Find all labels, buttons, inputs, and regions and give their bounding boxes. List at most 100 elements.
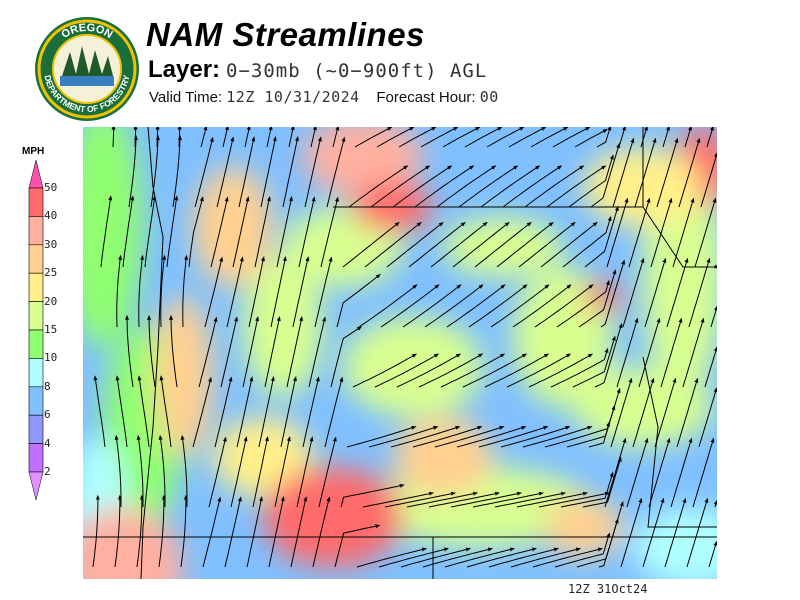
legend-tick-label: 20 bbox=[44, 294, 58, 308]
streamline bbox=[418, 353, 484, 388]
streamline bbox=[626, 437, 649, 508]
streamline bbox=[654, 377, 677, 448]
legend-swatch bbox=[28, 358, 44, 388]
streamline bbox=[642, 497, 665, 568]
streamline bbox=[122, 195, 135, 268]
streamline bbox=[288, 127, 295, 148]
streamline bbox=[618, 127, 626, 148]
streamline bbox=[554, 532, 611, 568]
streamline bbox=[422, 547, 494, 568]
streamline bbox=[600, 259, 626, 328]
legend-swatch bbox=[28, 329, 44, 359]
streamline bbox=[530, 127, 569, 148]
wind-speed-area bbox=[83, 127, 143, 347]
streamline bbox=[125, 314, 134, 388]
streamline bbox=[296, 436, 314, 508]
streamline bbox=[169, 314, 178, 388]
streamline bbox=[496, 221, 554, 268]
streamline bbox=[670, 437, 693, 508]
streamline bbox=[292, 256, 310, 328]
streamline bbox=[534, 284, 594, 328]
streamline bbox=[412, 425, 483, 448]
streamline bbox=[424, 284, 484, 328]
streamline bbox=[258, 376, 275, 448]
streamline bbox=[414, 165, 475, 208]
streamline bbox=[450, 491, 523, 508]
legend-swatch bbox=[28, 301, 44, 331]
streamline bbox=[628, 197, 651, 268]
legend-tick-label: 25 bbox=[44, 266, 58, 280]
streamline bbox=[562, 215, 612, 268]
streamline bbox=[584, 205, 619, 268]
streamline bbox=[270, 256, 287, 328]
streamline bbox=[180, 494, 188, 568]
wind-speed-area bbox=[443, 217, 563, 277]
streamline bbox=[488, 547, 560, 568]
streamline bbox=[304, 136, 322, 208]
streamline bbox=[594, 322, 623, 388]
streamline bbox=[606, 197, 629, 268]
color-legend-bar bbox=[28, 160, 44, 500]
streamline bbox=[528, 353, 594, 388]
streamline bbox=[302, 376, 320, 448]
streamline bbox=[568, 154, 614, 208]
streamline bbox=[522, 425, 593, 448]
streamline bbox=[666, 257, 689, 328]
streamline bbox=[246, 496, 263, 568]
streamline bbox=[332, 127, 340, 148]
streamline bbox=[232, 196, 250, 268]
wind-speed-area bbox=[263, 467, 403, 567]
streamline bbox=[155, 127, 160, 148]
streamline bbox=[434, 425, 505, 448]
streamline bbox=[136, 494, 144, 568]
state-border bbox=[140, 127, 164, 579]
legend-tick-label: 2 bbox=[44, 465, 51, 478]
streamline bbox=[220, 316, 238, 388]
streamline bbox=[224, 496, 242, 568]
streamline bbox=[648, 437, 671, 508]
streamline bbox=[518, 221, 576, 268]
streamline bbox=[408, 221, 466, 268]
streamline bbox=[466, 547, 538, 568]
streamline bbox=[598, 501, 624, 568]
streamline bbox=[158, 494, 166, 568]
streamline bbox=[380, 284, 440, 328]
streamline bbox=[238, 136, 256, 208]
streamline bbox=[512, 284, 572, 328]
streamline bbox=[574, 129, 608, 148]
streamline bbox=[216, 136, 235, 208]
streamline bbox=[346, 425, 417, 448]
streamline bbox=[582, 456, 622, 508]
streamline bbox=[276, 196, 293, 268]
wind-speed-area bbox=[543, 497, 623, 557]
layer-info: Layer: 0−30mb (~0−900ft) AGL bbox=[148, 56, 487, 84]
streamline bbox=[604, 437, 627, 508]
streamline bbox=[242, 316, 260, 388]
streamline bbox=[532, 547, 604, 568]
streamline bbox=[436, 165, 497, 208]
streamline bbox=[552, 127, 591, 148]
streamline bbox=[502, 165, 563, 208]
streamline bbox=[356, 547, 428, 568]
streamline bbox=[370, 165, 431, 208]
streamline bbox=[556, 279, 610, 328]
svg-text:OREGON: OREGON bbox=[59, 22, 114, 41]
streamline bbox=[200, 127, 208, 148]
streamline bbox=[144, 195, 157, 268]
streamline bbox=[678, 137, 701, 208]
legend-under-arrow bbox=[28, 471, 44, 500]
wind-speed-area bbox=[633, 507, 717, 579]
streamline bbox=[638, 317, 661, 388]
streamline bbox=[340, 483, 405, 508]
streamline bbox=[368, 425, 439, 448]
legend-tick-label: 4 bbox=[44, 436, 51, 450]
streamline bbox=[472, 491, 545, 508]
streamline bbox=[430, 221, 488, 268]
wind-speed-area bbox=[343, 317, 483, 417]
streamline bbox=[264, 316, 281, 388]
streamline bbox=[398, 127, 437, 148]
wind-speed-area bbox=[393, 417, 493, 497]
legend-units: MPH bbox=[22, 146, 45, 157]
legend-swatch bbox=[28, 272, 44, 302]
valid-time: Valid Time: 12Z 10/31/2024 Forecast Hour… bbox=[149, 88, 499, 106]
